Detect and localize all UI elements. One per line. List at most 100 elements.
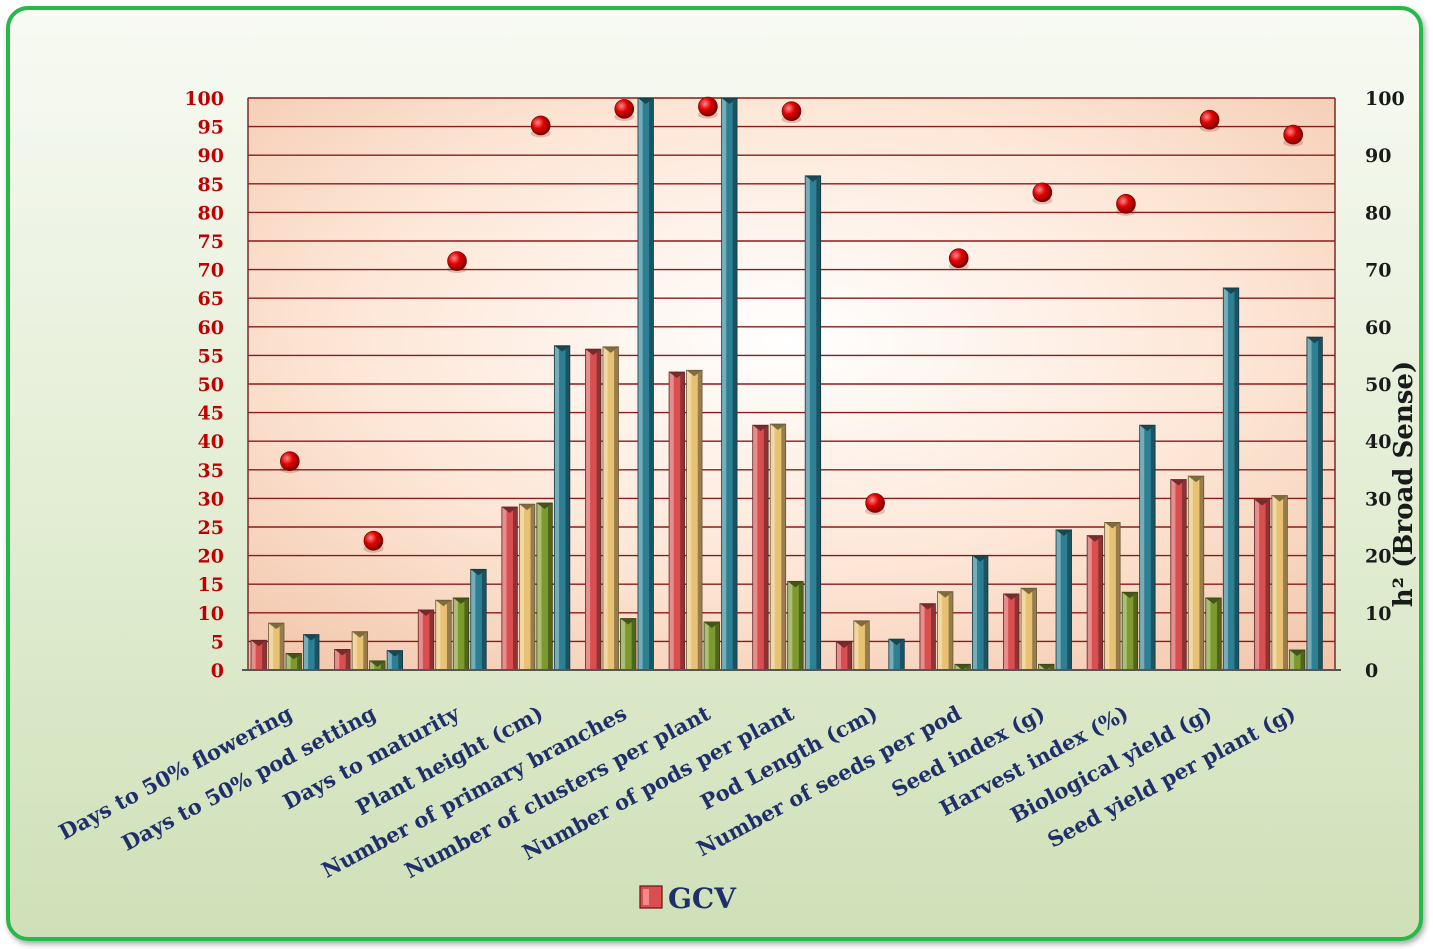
bar bbox=[452, 597, 470, 671]
bar-highlight bbox=[418, 609, 423, 670]
bar bbox=[853, 620, 870, 671]
bar-shadow bbox=[1133, 592, 1138, 670]
bar-shadow bbox=[464, 597, 469, 670]
bar-top bbox=[1038, 664, 1055, 670]
bar bbox=[351, 631, 369, 671]
bar-top bbox=[721, 98, 738, 104]
bar-top bbox=[1087, 535, 1103, 542]
heritability-points bbox=[279, 96, 1304, 553]
bar-highlight bbox=[1021, 588, 1026, 670]
bar-shadow bbox=[732, 98, 738, 670]
bar-shadow bbox=[548, 502, 553, 670]
bar-highlight bbox=[1104, 522, 1110, 670]
bar-highlight bbox=[1139, 425, 1145, 670]
bar-top bbox=[1170, 479, 1187, 486]
bar-top bbox=[303, 634, 319, 641]
bar-highlight bbox=[303, 634, 309, 670]
left-tick-label: 50 bbox=[198, 374, 224, 396]
bar bbox=[369, 660, 386, 671]
bar-shadow bbox=[948, 591, 953, 670]
right-tick-label: 30 bbox=[1365, 488, 1391, 510]
bar-top bbox=[536, 502, 553, 509]
bar bbox=[585, 348, 602, 671]
data-point bbox=[614, 99, 635, 119]
bar-highlight bbox=[853, 620, 859, 670]
bar-shadow bbox=[649, 98, 654, 670]
bar-highlight bbox=[519, 504, 524, 670]
bar-highlight bbox=[286, 653, 291, 670]
bar-top bbox=[1306, 337, 1323, 344]
bar-shadow bbox=[763, 425, 769, 670]
bar-highlight bbox=[369, 660, 375, 670]
bar-highlight bbox=[704, 621, 709, 670]
bar bbox=[1205, 597, 1222, 671]
bar bbox=[1086, 535, 1104, 671]
bar-shadow bbox=[1181, 479, 1187, 670]
bar-highlight bbox=[888, 639, 894, 670]
bar-highlight bbox=[805, 175, 810, 671]
bar-shadow bbox=[314, 634, 319, 670]
bar bbox=[1003, 593, 1020, 671]
bar bbox=[668, 371, 685, 671]
right-tick-label: 80 bbox=[1365, 202, 1391, 224]
bar bbox=[752, 424, 769, 671]
bar-shadow bbox=[1234, 287, 1239, 670]
data-point bbox=[1032, 182, 1053, 203]
bar-highlight bbox=[686, 370, 692, 670]
data-point bbox=[1283, 124, 1303, 145]
bar-highlight bbox=[1170, 479, 1176, 670]
bar-highlight bbox=[954, 664, 960, 670]
bar-shadow bbox=[798, 581, 804, 670]
left-tick-label: 35 bbox=[198, 460, 224, 482]
bar-shadow bbox=[816, 175, 821, 671]
bar-top bbox=[334, 649, 351, 656]
bar-shadow bbox=[1199, 476, 1204, 670]
bar-highlight bbox=[334, 649, 340, 670]
bar-highlight bbox=[251, 640, 256, 670]
bar-highlight bbox=[352, 631, 357, 670]
bar-top bbox=[369, 660, 386, 667]
bar-highlight bbox=[501, 506, 507, 670]
bar-top bbox=[602, 346, 619, 353]
bar-shadow bbox=[1265, 499, 1270, 670]
bar-shadow bbox=[715, 621, 720, 670]
bar-highlight bbox=[972, 555, 978, 670]
bar-top bbox=[1139, 425, 1156, 432]
bar-highlight bbox=[787, 581, 793, 670]
bar bbox=[637, 97, 654, 671]
bar-top bbox=[387, 650, 403, 657]
bar bbox=[518, 503, 536, 671]
bar-shadow bbox=[966, 664, 971, 670]
bar-shadow bbox=[345, 649, 351, 670]
bar-top bbox=[888, 639, 905, 646]
bar-top bbox=[1188, 476, 1204, 483]
bar bbox=[1288, 649, 1306, 671]
bar-shadow bbox=[781, 424, 786, 670]
bar-highlight bbox=[1087, 535, 1092, 670]
bar-highlight bbox=[470, 569, 476, 670]
bar-top bbox=[418, 609, 434, 616]
bar-highlight bbox=[1306, 337, 1312, 670]
bar bbox=[1306, 336, 1323, 671]
bar-top bbox=[1289, 649, 1305, 656]
right-tick-label: 100 bbox=[1365, 88, 1405, 110]
bar-shadow bbox=[398, 650, 403, 670]
bar-shadow bbox=[1300, 649, 1305, 670]
bar-highlight bbox=[721, 98, 727, 670]
bar bbox=[285, 653, 302, 671]
bar-top bbox=[704, 621, 720, 628]
bar-shadow bbox=[983, 555, 988, 670]
data-point bbox=[698, 96, 718, 117]
bar-highlight bbox=[1254, 499, 1260, 670]
bar-shadow bbox=[864, 620, 870, 670]
data-point bbox=[447, 251, 467, 271]
bar bbox=[602, 346, 619, 671]
bar-highlight bbox=[435, 600, 441, 670]
bar-top bbox=[286, 653, 302, 660]
bar bbox=[1104, 522, 1121, 671]
bar-shadow bbox=[1067, 529, 1072, 670]
left-tick-label: 55 bbox=[198, 345, 224, 367]
bar-top bbox=[1205, 597, 1222, 604]
